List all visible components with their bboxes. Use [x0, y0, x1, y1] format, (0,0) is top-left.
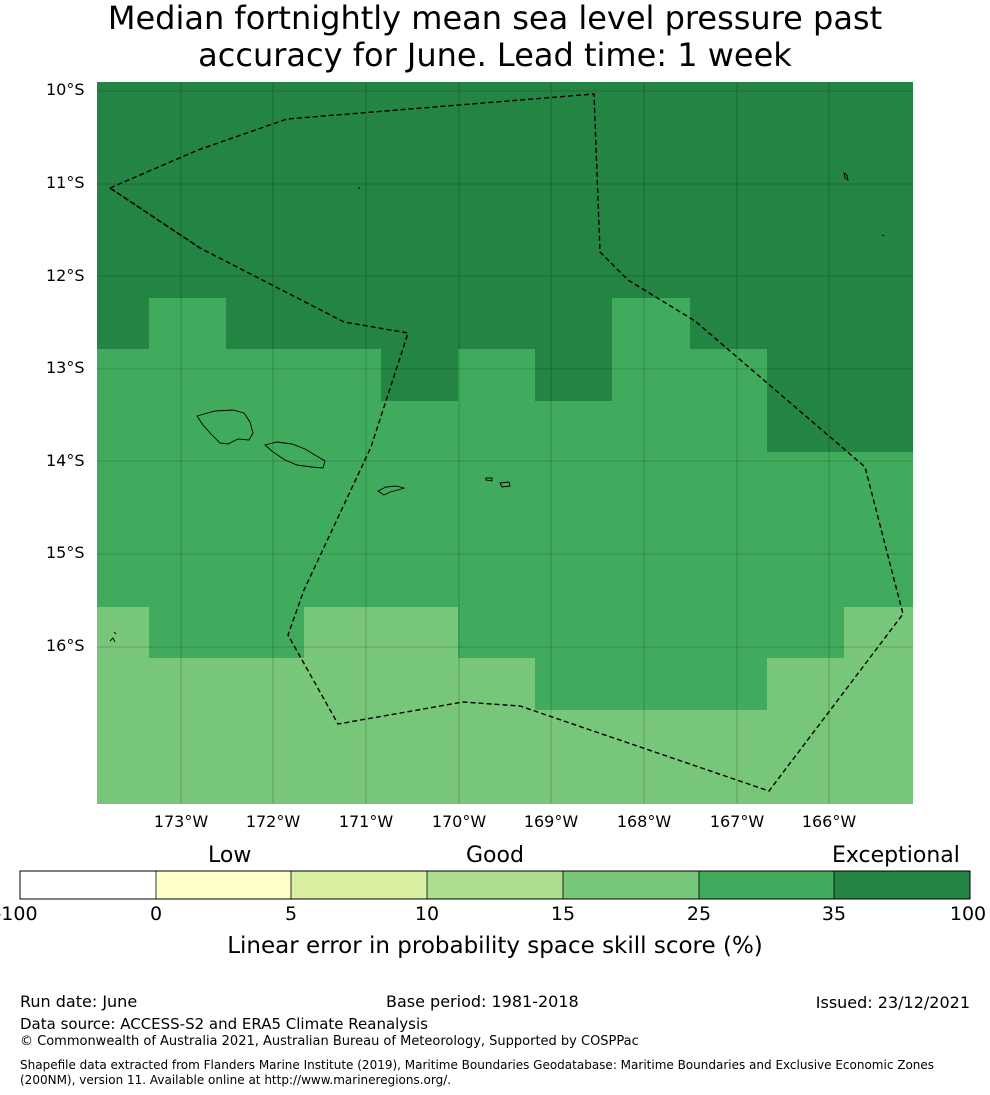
- colorbar-bin-4: [427, 871, 563, 899]
- issued-date: Issued: 23/12/2021: [815, 993, 970, 1012]
- tick-label-minus-100: -100: [0, 903, 38, 925]
- island-tau: [499, 481, 511, 488]
- category-label-exceptional: Exceptional: [832, 843, 960, 868]
- coastlines: [109, 172, 885, 643]
- run-date: Run date: June: [20, 992, 138, 1011]
- island-savaii: [196, 409, 254, 445]
- tick-label-0: 0: [149, 903, 163, 925]
- lat-label-10s: 10°S: [46, 80, 85, 99]
- lon-label-167w: 167°W: [709, 812, 765, 831]
- lon-label-173w: 173°W: [153, 812, 209, 831]
- island-tutuila: [377, 485, 406, 496]
- chart-title: Median fortnightly mean sea level pressu…: [0, 0, 990, 74]
- colorbar-bin-1: [20, 871, 156, 899]
- colorbar: [19, 870, 971, 900]
- lat-label-15s: 15°S: [46, 543, 85, 562]
- island-rose-atoll: [881, 234, 885, 237]
- title-line-1: Median fortnightly mean sea level pressu…: [107, 0, 883, 37]
- tick-label-10: 10: [414, 903, 440, 925]
- lat-label-13s: 13°S: [46, 358, 85, 377]
- lon-label-169w: 169°W: [523, 812, 579, 831]
- lon-label-172w: 172°W: [245, 812, 301, 831]
- tick-label-15: 15: [550, 903, 576, 925]
- island-swains: [843, 172, 849, 181]
- eez-boundary-samoa: [108, 93, 904, 792]
- colorbar-bin-5: [563, 871, 699, 899]
- shapefile-credit-line-1: Shapefile data extracted from Flanders M…: [20, 1058, 935, 1072]
- colorbar-outline: [19, 870, 971, 900]
- base-period: Base period: 1981-2018: [386, 992, 579, 1011]
- colorbar-bin-3: [291, 871, 427, 899]
- island-niuafoou: [109, 637, 116, 643]
- lat-label-14s: 14°S: [46, 451, 85, 470]
- lon-label-168w: 168°W: [616, 812, 672, 831]
- colorbar-bin-6: [699, 871, 834, 899]
- lat-label-12s: 12°S: [46, 266, 85, 285]
- tick-label-35: 35: [821, 903, 847, 925]
- copyright: © Commonwealth of Australia 2021, Austra…: [20, 1034, 639, 1049]
- tick-label-100: 100: [949, 903, 987, 925]
- data-source: Data source: ACCESS-S2 and ERA5 Climate …: [20, 1015, 428, 1033]
- category-label-low: Low: [208, 843, 252, 868]
- lon-label-166w: 166°W: [801, 812, 857, 831]
- category-label-good: Good: [466, 843, 524, 868]
- colorbar-bin-2: [156, 871, 291, 899]
- tick-label-5: 5: [284, 903, 298, 925]
- colorbar-bin-7: [834, 871, 970, 899]
- island-ofu-olosega: [485, 477, 493, 482]
- island-niuatoputapu: [113, 631, 117, 635]
- lat-label-11s: 11°S: [46, 173, 85, 192]
- lon-label-171w: 171°W: [338, 812, 394, 831]
- lon-label-170w: 170°W: [431, 812, 487, 831]
- lat-label-16s: 16°S: [46, 636, 85, 655]
- eez-boundary-american-samoa: [109, 187, 201, 249]
- island-upolu: [264, 441, 326, 469]
- skill-score-map: [97, 82, 913, 804]
- title-line-2: accuracy for June. Lead time: 1 week: [198, 36, 792, 74]
- tick-label-25: 25: [686, 903, 712, 925]
- graticule: [97, 82, 913, 804]
- colorbar-axis-label: Linear error in probability space skill …: [227, 933, 763, 959]
- shapefile-credit-line-2: (200NM), version 11. Available online at…: [20, 1073, 452, 1087]
